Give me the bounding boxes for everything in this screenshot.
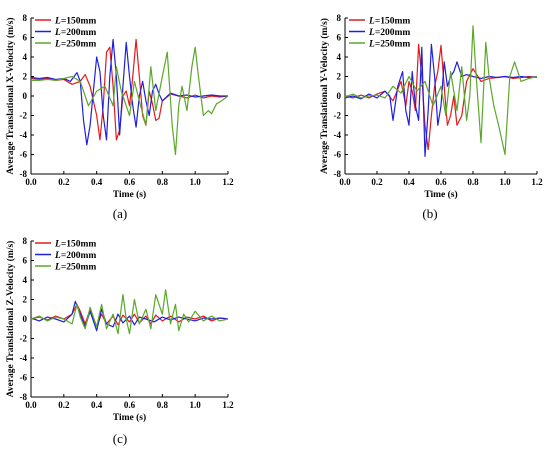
x-tick-label: 0.8 [157,177,169,187]
series-line-2 [30,38,228,146]
panel-label: (a) [113,206,127,221]
x-tick-label: 1.2 [222,400,234,410]
y-tick-label: 2 [23,295,28,305]
series-line-1 [30,38,229,141]
y-axis-title: Average Translational X-Velocity (m/s) [5,17,16,174]
x-tick-label: 0.0 [25,400,37,410]
y-tick-label: 4 [23,275,28,285]
x-tick-label: 1.2 [222,177,234,187]
series-line-2 [30,300,229,332]
series-line-3 [30,289,229,335]
y-tick-label: 8 [23,236,28,246]
series-line-2 [344,43,538,158]
y-tick-label: 4 [337,52,342,62]
x-tick-label: 0.4 [91,400,103,410]
y-tick-label: -2 [334,111,342,121]
x-tick-label: 1.0 [190,400,202,410]
y-tick-label: 0 [23,91,28,101]
legend-label: L=150mm [368,16,410,26]
x-tick-label: 0.0 [339,177,351,187]
y-tick-label: -2 [20,111,28,121]
y-tick-label: 0 [337,91,342,101]
legend-label: L=150mm [54,16,96,26]
y-tick-label: -4 [20,353,28,363]
y-axis-title: Average Translational Y-Velocity (m/s) [319,18,330,174]
x-axis-title: Time (s) [113,189,146,200]
y-axis-title: Average Translational Z-Velocity (m/s) [5,241,16,398]
series-line-3 [344,25,538,156]
x-tick-label: 1.0 [190,177,202,187]
y-tick-label: -6 [20,150,28,160]
legend-label: L=200mm [54,28,96,38]
x-tick-label: 0.4 [91,177,103,187]
x-tick-label: 0.6 [435,177,447,187]
y-tick-label: -8 [334,169,342,179]
x-tick-label: 1.2 [531,177,543,187]
y-tick-label: -2 [20,334,28,344]
legend-label: L=150mm [54,239,96,249]
x-tick-label: 0.4 [403,177,415,187]
x-tick-label: 0.8 [157,400,169,410]
y-tick-label: 2 [337,72,342,82]
y-tick-label: 2 [23,72,28,82]
y-tick-label: -6 [334,150,342,160]
x-tick-label: 0.6 [124,400,136,410]
panel-label: (c) [113,431,127,446]
y-tick-label: -6 [20,373,28,383]
y-tick-label: -8 [20,392,28,402]
y-tick-label: -4 [334,130,342,140]
chart-panel-2: -8 -6 -4 -2 0 2 4 6 8 0.0 0.2 0.4 0.6 0.8 1.0 1.2 Time (… [319,13,543,221]
legend-label: L=250mm [368,39,410,49]
legend-label: L=200mm [54,251,96,261]
chart-panel-3: -8 -6 -4 -2 0 2 4 6 8 0.0 0.2 0.4 0.6 0.8 1.0 1.2 Time (… [5,236,234,446]
y-tick-label: 0 [23,314,28,324]
y-tick-label: 8 [337,13,342,23]
x-axis-title: Time (s) [424,189,457,200]
legend-label: L=200mm [368,28,410,38]
x-tick-label: 1.0 [499,177,511,187]
series-line-1 [344,43,538,151]
panel-label: (b) [422,206,437,221]
y-tick-label: 6 [23,256,28,266]
y-tick-label: -4 [20,130,28,140]
y-tick-label: -8 [20,169,28,179]
y-tick-label: 6 [23,33,28,43]
x-tick-label: 0.2 [371,177,383,187]
x-tick-label: 0.0 [25,177,37,187]
y-tick-label: 4 [23,52,28,62]
chart-panel-1: -8 -6 -4 -2 0 2 4 6 8 0.0 0.2 0.4 0.6 0.8 1.0 1.2 Time (… [5,13,234,221]
x-tick-label: 0.2 [58,177,70,187]
x-axis-title: Time (s) [113,412,146,423]
x-tick-label: 0.6 [124,177,136,187]
series-line-3 [31,46,229,156]
legend-label: L=250mm [54,262,96,272]
y-tick-label: 8 [23,13,28,23]
x-tick-label: 0.2 [58,400,70,410]
x-tick-label: 0.8 [467,177,479,187]
y-tick-label: 6 [337,33,342,43]
legend-label: L=250mm [54,39,96,49]
